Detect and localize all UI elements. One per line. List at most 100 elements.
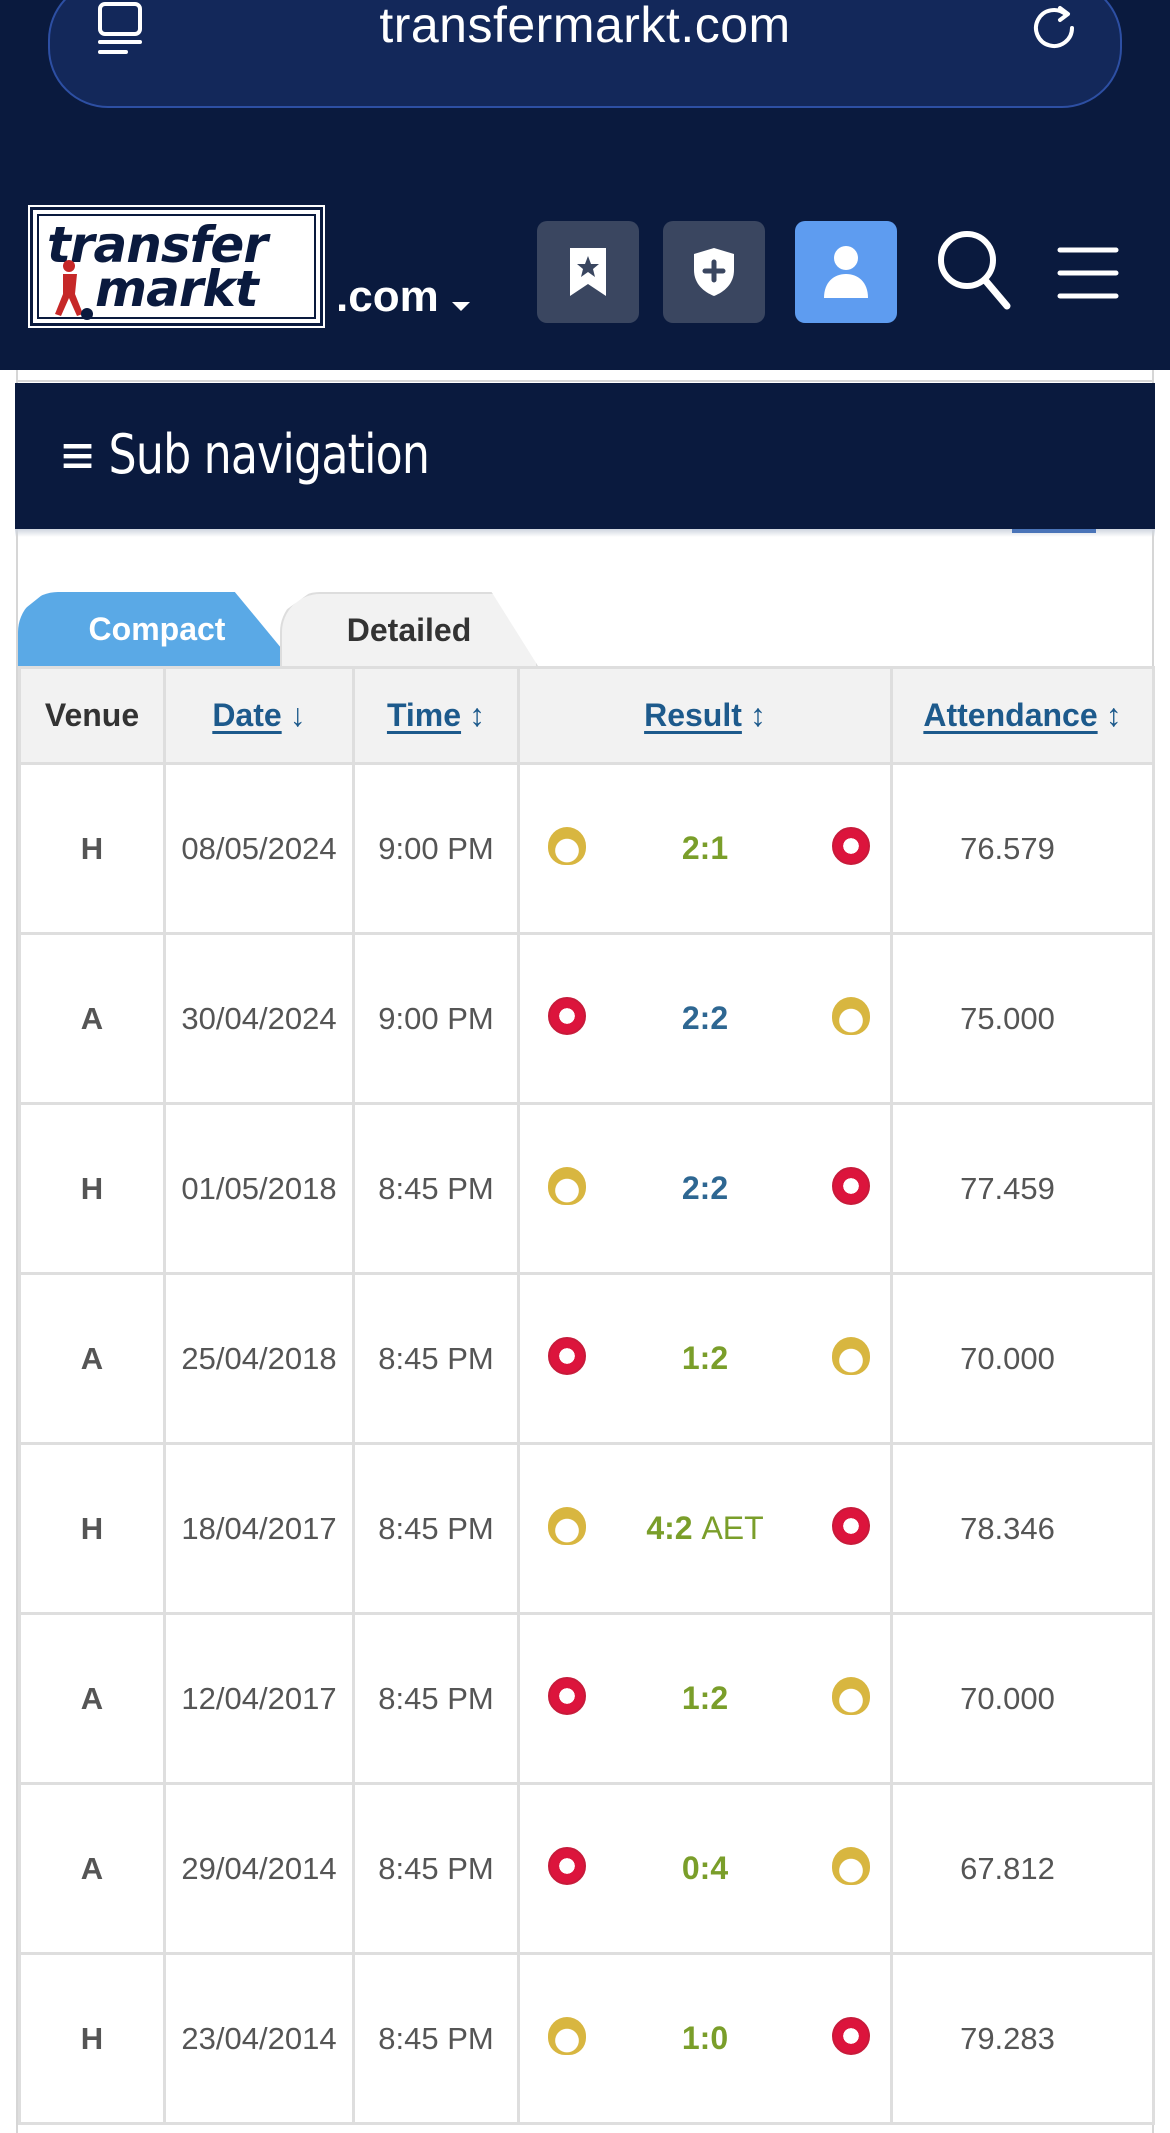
column-header-time[interactable]: Time ↕ <box>352 666 520 765</box>
bayern-crest-icon[interactable] <box>832 826 870 865</box>
attendance-cell: 77.459 <box>890 1102 1155 1275</box>
score-value: 2:2 <box>681 1000 729 1036</box>
venue-cell: A <box>18 932 166 1105</box>
reload-icon[interactable] <box>1026 0 1082 56</box>
real-madrid-crest-icon[interactable] <box>832 1336 870 1375</box>
match-result-link[interactable]: 0:4 <box>682 1850 728 1886</box>
bayern-crest-icon[interactable] <box>548 1336 586 1375</box>
time-cell: 9:00 PM <box>352 932 520 1105</box>
column-header-venue-label: Venue <box>44 697 140 733</box>
bayern-crest-icon[interactable] <box>832 2016 870 2055</box>
match-result-link[interactable]: 2:1 <box>682 830 728 866</box>
score-value: 2:1 <box>681 830 729 866</box>
site-header: transfermarkt.com transfer markt .com <box>0 0 1170 370</box>
attendance-cell: 75.000 <box>890 932 1155 1105</box>
venue-cell: H <box>18 1102 166 1275</box>
score-value: 4:2 <box>646 1510 693 1546</box>
real-madrid-crest-icon[interactable] <box>548 826 586 865</box>
score-value: 2:2 <box>681 1170 729 1206</box>
venue-cell: H <box>18 762 166 935</box>
result-cell: 2:2 <box>517 1102 893 1275</box>
time-cell: 8:45 PM <box>352 1612 520 1785</box>
sub-navigation-shadow <box>15 529 1155 537</box>
sort-attendance-link[interactable]: Attendance <box>923 697 1098 733</box>
match-result-link[interactable]: 1:0 <box>682 2020 728 2056</box>
transfermarkt-logo[interactable]: transfer markt <box>28 205 325 328</box>
watchlist-button[interactable] <box>537 221 639 323</box>
account-button[interactable] <box>795 221 897 323</box>
scrolled-row-fragment <box>16 370 1154 382</box>
sort-result-link[interactable]: Result <box>644 697 742 733</box>
match-result-link[interactable]: 2:2 <box>682 1000 728 1036</box>
page-menu-icon[interactable] <box>94 0 150 58</box>
real-madrid-crest-icon[interactable] <box>832 1676 870 1715</box>
date-cell: 08/05/2024 <box>163 762 355 935</box>
search-icon[interactable] <box>935 228 1011 312</box>
bookmark-star-icon <box>570 248 606 296</box>
chevron-down-icon[interactable] <box>452 302 470 311</box>
real-madrid-crest-icon[interactable] <box>832 996 870 1035</box>
venue-cell: H <box>18 1952 166 2125</box>
user-icon <box>824 246 868 298</box>
table-row[interactable]: A 30/04/2024 9:00 PM 2:2 75.000 <box>18 932 1155 1105</box>
column-header-attendance[interactable]: Attendance ↕ <box>890 666 1155 765</box>
hamburger-menu-icon[interactable] <box>1056 244 1120 302</box>
score-value: 1:0 <box>681 2020 729 2056</box>
table-header-row: Venue Date ↓ Time ↕ Result ↕ Attendance ↕ <box>18 666 1155 765</box>
match-result-link[interactable]: 2:2 <box>682 1170 728 1206</box>
column-header-venue: Venue <box>18 666 166 765</box>
time-cell: 8:45 PM <box>352 1442 520 1615</box>
browser-url-bar[interactable]: transfermarkt.com <box>48 0 1122 108</box>
match-result-link[interactable]: 1:2 <box>682 1340 728 1376</box>
sort-toggle-icon[interactable]: ↕ <box>469 697 486 733</box>
venue-cell: A <box>18 1612 166 1785</box>
table-row[interactable]: A 29/04/2014 8:45 PM 0:4 67.812 <box>18 1782 1155 1955</box>
venue-cell: H <box>18 1442 166 1615</box>
sort-time-link[interactable]: Time <box>386 697 462 733</box>
real-madrid-crest-icon[interactable] <box>548 1506 586 1545</box>
hidden-link-underline <box>1012 529 1096 533</box>
result-cell: 1:0 <box>517 1952 893 2125</box>
real-madrid-crest-icon[interactable] <box>832 1846 870 1885</box>
sort-toggle-icon[interactable]: ↕ <box>1105 697 1122 733</box>
sort-toggle-icon[interactable]: ↕ <box>749 697 766 733</box>
sub-navigation-bar[interactable]: ≡ Sub navigation <box>15 383 1155 529</box>
table-row[interactable]: H 01/05/2018 8:45 PM 2:2 77.459 <box>18 1102 1155 1275</box>
time-cell: 8:45 PM <box>352 1952 520 2125</box>
column-header-date[interactable]: Date ↓ <box>163 666 355 765</box>
bayern-crest-icon[interactable] <box>832 1166 870 1205</box>
match-result-link[interactable]: 1:2 <box>682 1680 728 1716</box>
table-row[interactable]: A 25/04/2018 8:45 PM 1:2 70.000 <box>18 1272 1155 1445</box>
table-row[interactable]: H 23/04/2014 8:45 PM 1:0 79.283 <box>18 1952 1155 2125</box>
result-cell: 2:2 <box>517 932 893 1105</box>
date-cell: 01/05/2018 <box>163 1102 355 1275</box>
score-value: 1:2 <box>681 1340 729 1376</box>
sort-date-link[interactable]: Date <box>212 697 282 733</box>
date-cell: 18/04/2017 <box>163 1442 355 1615</box>
bayern-crest-icon[interactable] <box>832 1506 870 1545</box>
domain-selector[interactable]: .com <box>336 272 439 321</box>
my-club-button[interactable] <box>663 221 765 323</box>
match-result-link[interactable]: 4:2 AET <box>646 1510 763 1546</box>
bayern-crest-icon[interactable] <box>548 996 586 1035</box>
tab-detailed[interactable]: Detailed <box>280 592 538 666</box>
score-value: 0:4 <box>681 1850 729 1886</box>
logo-player-icon <box>55 260 93 320</box>
bayern-crest-icon[interactable] <box>548 1676 586 1715</box>
time-cell: 9:00 PM <box>352 762 520 935</box>
table-row[interactable]: H 08/05/2024 9:00 PM 2:1 76.579 <box>18 762 1155 935</box>
table-row[interactable]: H 18/04/2017 8:45 PM 4:2 AET 78.346 <box>18 1442 1155 1615</box>
attendance-cell: 79.283 <box>890 1952 1155 2125</box>
sub-navigation-label: ≡ Sub navigation <box>59 423 430 486</box>
real-madrid-crest-icon[interactable] <box>548 1166 586 1205</box>
table-row[interactable]: A 12/04/2017 8:45 PM 1:2 70.000 <box>18 1612 1155 1785</box>
column-header-result[interactable]: Result ↕ <box>517 666 893 765</box>
real-madrid-crest-icon[interactable] <box>548 2016 586 2055</box>
time-cell: 8:45 PM <box>352 1102 520 1275</box>
result-cell: 4:2 AET <box>517 1442 893 1615</box>
sort-descending-icon[interactable]: ↓ <box>289 697 306 733</box>
attendance-cell: 70.000 <box>890 1272 1155 1445</box>
date-cell: 30/04/2024 <box>163 932 355 1105</box>
bayern-crest-icon[interactable] <box>548 1846 586 1885</box>
result-cell: 1:2 <box>517 1272 893 1445</box>
